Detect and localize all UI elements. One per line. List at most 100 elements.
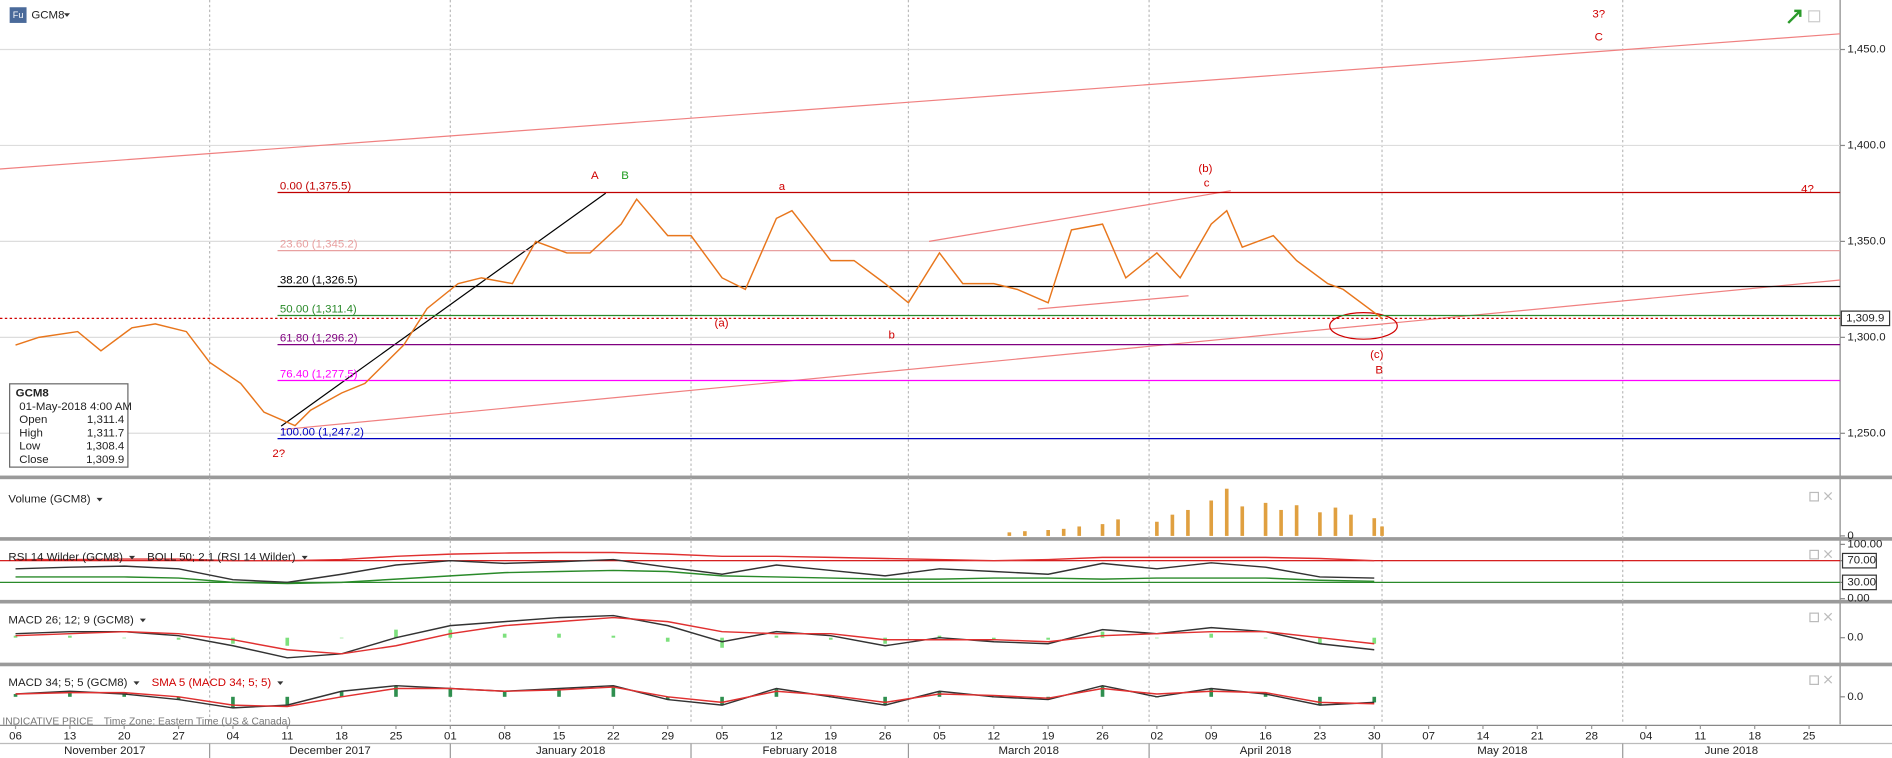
ohlc-label: High — [19, 427, 43, 439]
bar — [1046, 637, 1050, 640]
x-tick-label: 30 — [1368, 730, 1381, 742]
y-tick-label: 1,400.0 — [1847, 139, 1885, 151]
bar — [394, 629, 398, 638]
bar — [13, 694, 18, 697]
series-line — [15, 686, 1375, 708]
panel-icon[interactable] — [1809, 549, 1819, 560]
x-tick-label: 11 — [281, 730, 293, 742]
x-month-label: January 2018 — [536, 745, 605, 757]
bar — [68, 691, 72, 697]
x-month-label: April 2018 — [1240, 745, 1292, 757]
fib-label: 76.40 (1,277.5) — [280, 369, 358, 381]
y-tick-label: 1,300.0 — [1847, 331, 1885, 343]
symbol-name[interactable]: GCM8 — [31, 10, 64, 22]
x-tick-label: 18 — [335, 730, 348, 742]
series-line — [15, 684, 1375, 709]
legend-label: MACD 34; 5; 5 (GCM8) — [8, 677, 127, 689]
bar — [1380, 526, 1384, 536]
dropdown-arrow — [96, 497, 103, 502]
bar — [937, 635, 942, 638]
bar — [1318, 637, 1322, 644]
trend-icon[interactable] — [1787, 9, 1802, 24]
x-tick-label: 18 — [1748, 730, 1761, 742]
y-tick-label: 0 — [1847, 530, 1853, 542]
y-tick-label: 0.0 — [1847, 691, 1863, 703]
bar — [665, 637, 670, 642]
dropdown-arrow — [129, 555, 136, 560]
wave-label: a — [779, 181, 786, 193]
panel-close[interactable] — [1824, 492, 1833, 501]
last-price-label: 1,309.9 — [1846, 312, 1884, 324]
series-line — [15, 197, 1383, 427]
panel-icon[interactable] — [1809, 612, 1819, 623]
dropdown-arrow — [133, 681, 140, 685]
bar — [1263, 637, 1268, 639]
bar — [1318, 512, 1322, 536]
x-month-label: November 2017 — [64, 745, 145, 757]
y-tick-label: 0.0 — [1847, 632, 1863, 644]
bar — [339, 691, 344, 697]
bar — [1023, 531, 1027, 536]
series-line — [15, 614, 1375, 659]
bar — [1318, 696, 1322, 706]
price-type: INDICATIVE PRICE — [2, 716, 93, 727]
trendline — [1037, 295, 1189, 310]
target-ellipse — [1329, 312, 1398, 340]
bar — [285, 696, 290, 706]
bar — [1155, 521, 1159, 536]
bar — [1209, 633, 1214, 638]
dropdown-arrow — [301, 555, 308, 560]
bar — [992, 637, 996, 640]
x-month-label: June 2018 — [1705, 745, 1758, 757]
trendlines — [0, 33, 1841, 431]
wave-label: B — [1375, 365, 1383, 377]
legend-label: SMA 5 (MACD 34; 5; 5) — [152, 677, 272, 689]
wave-label: b — [889, 330, 895, 342]
series-line — [15, 551, 1375, 562]
x-tick-label: 25 — [390, 730, 403, 742]
legend-label: BOLL 50; 2.1 (RSI 14 Wilder) — [147, 552, 296, 564]
bar — [557, 633, 561, 638]
bar — [774, 635, 779, 638]
bar — [1263, 502, 1268, 536]
last-price-box — [1840, 310, 1891, 327]
x-tick-label: 02 — [1150, 730, 1163, 742]
wave-label: (b) — [1198, 163, 1212, 175]
y-tick-box — [1841, 574, 1877, 591]
x-tick-label: 19 — [824, 730, 837, 742]
y-tick-label: 0.00 — [1847, 593, 1869, 605]
bar — [1100, 524, 1105, 536]
x-tick-label: 22 — [607, 730, 620, 742]
ohlc-label: Low — [19, 441, 41, 453]
bar — [231, 637, 235, 644]
panel-close[interactable] — [1824, 675, 1833, 684]
legend-label: RSI 14 Wilder (GCM8) — [8, 552, 123, 564]
x-tick-label: 19 — [1042, 730, 1055, 742]
x-tick-label: 20 — [118, 730, 131, 742]
bar — [1100, 631, 1105, 638]
panel-icon[interactable] — [1809, 491, 1819, 502]
window-icon[interactable] — [1808, 10, 1821, 23]
bar — [828, 637, 833, 640]
panel-icon[interactable] — [1809, 675, 1819, 685]
bar — [1100, 685, 1105, 697]
footer: INDICATIVE PRICE Time Zone: Eastern Time… — [2, 716, 290, 727]
fib-label: 0.00 (1,375.5) — [280, 180, 351, 192]
x-tick-label: 12 — [770, 730, 783, 742]
trendline — [929, 190, 1231, 242]
bar — [611, 635, 616, 638]
symbol-icon[interactable] — [9, 7, 27, 23]
fib-label: 100.00 (1,247.2) — [280, 427, 364, 439]
bar — [502, 691, 507, 697]
wave-label: C — [1595, 31, 1603, 43]
wave-label: (a) — [715, 318, 729, 330]
dropdown-arrow[interactable] — [63, 13, 70, 17]
panel-close[interactable] — [1824, 549, 1833, 559]
y-tick-label: 1,450.0 — [1847, 44, 1885, 56]
panel-close[interactable] — [1824, 612, 1833, 621]
bar — [1155, 637, 1159, 639]
bar — [1372, 637, 1377, 644]
x-tick-label: 27 — [172, 730, 185, 742]
bar — [720, 637, 724, 648]
